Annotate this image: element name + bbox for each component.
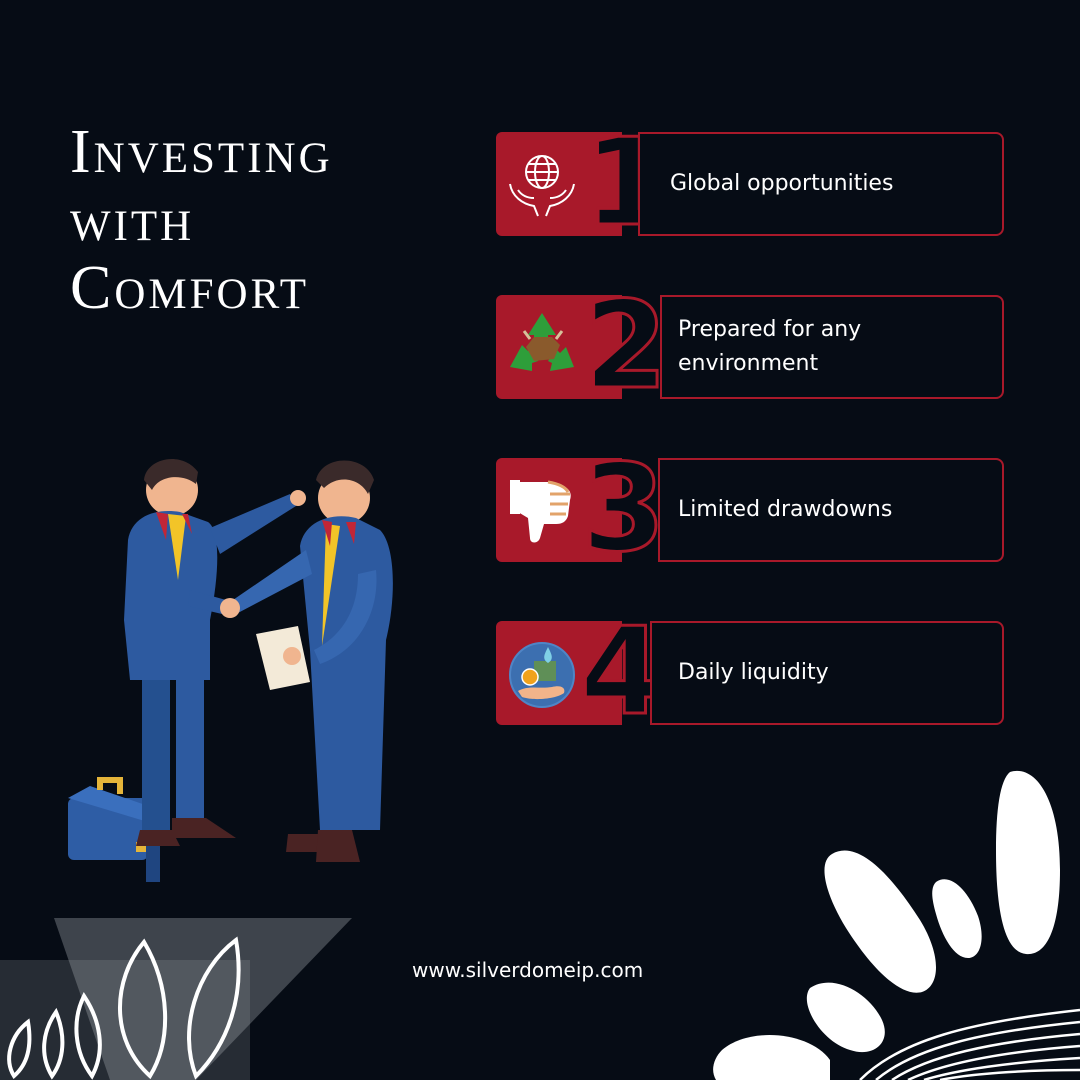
leaf-decoration xyxy=(0,918,352,1080)
feature-item-1: 1 Global opportunities xyxy=(496,120,1004,247)
page-title: Investing with Comfort xyxy=(70,118,333,322)
feature-2-number: 2 xyxy=(583,277,669,416)
website-url[interactable]: www.silverdomeip.com xyxy=(412,958,644,982)
feature-item-2: 2 Prepared for any environment xyxy=(496,283,1004,410)
feature-2-icon-box xyxy=(496,295,622,399)
feature-4-label-box: Daily liquidity xyxy=(650,621,1004,725)
feature-4-label: Daily liquidity xyxy=(678,660,829,685)
recycle-bull-icon xyxy=(510,313,574,371)
feature-2-label: Prepared for any environment xyxy=(678,317,862,376)
feature-3-number: 3 xyxy=(581,440,667,579)
feature-3-label-box: Limited drawdowns xyxy=(658,458,1004,562)
feature-2-label-box: Prepared for any environment xyxy=(660,295,1004,399)
title-line-1: Investing xyxy=(70,118,333,186)
globe-in-hands-icon xyxy=(509,155,575,217)
title-line-3: Comfort xyxy=(70,254,309,322)
money-hand-icon xyxy=(509,642,575,708)
handshake-illustration xyxy=(68,458,393,882)
feature-3-icon-box xyxy=(496,458,622,562)
feature-4-icon-box xyxy=(496,621,622,725)
thumbs-down-icon xyxy=(510,480,571,543)
feature-item-3: 3 Limited drawdowns xyxy=(496,446,1004,573)
splash-decoration xyxy=(713,770,1080,1080)
feature-3-label: Limited drawdowns xyxy=(678,497,893,522)
feature-item-4: 4 Daily liquidity xyxy=(496,609,1004,736)
feature-1-label-box: Global opportunities xyxy=(638,132,1004,236)
briefcase-icon xyxy=(68,777,160,882)
title-line-2: with xyxy=(70,186,195,254)
feature-1-icon-box xyxy=(496,132,622,236)
feature-1-label: Global opportunities xyxy=(670,171,894,196)
